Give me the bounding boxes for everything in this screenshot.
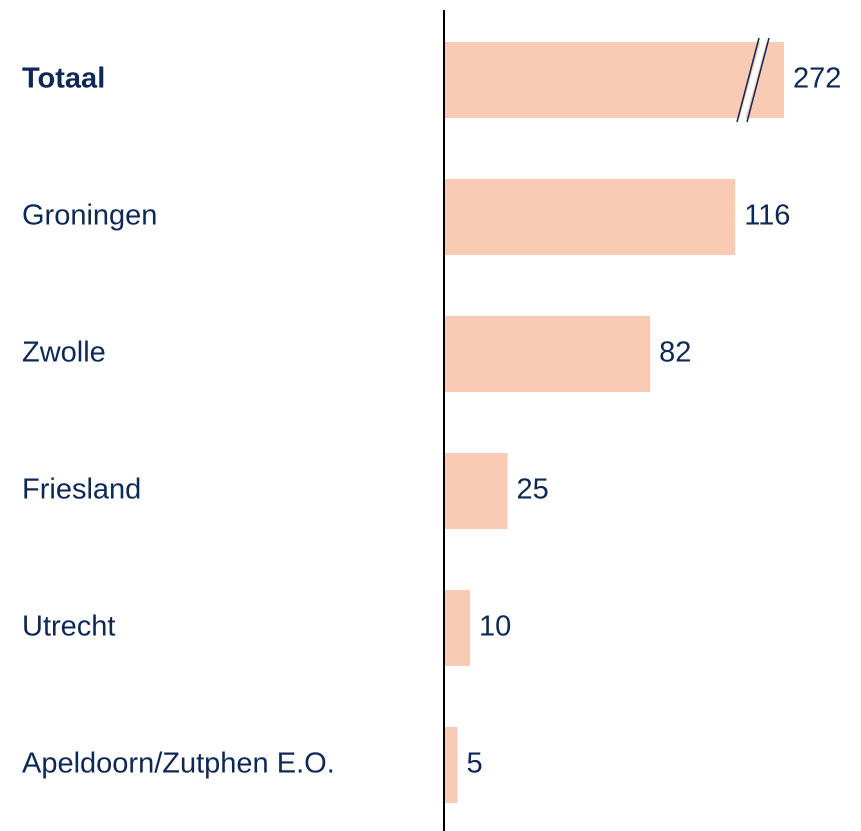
value-label: 82 — [659, 337, 691, 369]
bar — [445, 453, 508, 529]
break-mark — [736, 37, 760, 123]
value-label: 10 — [479, 611, 511, 643]
bar — [445, 179, 736, 255]
category-label: Groningen — [22, 200, 157, 232]
bar — [445, 590, 471, 666]
category-label: Totaal — [22, 63, 105, 95]
value-label: 272 — [793, 63, 841, 95]
bar — [445, 42, 784, 118]
break-gap — [739, 40, 767, 120]
bar — [445, 316, 651, 392]
bar — [445, 727, 458, 803]
value-label: 116 — [744, 200, 790, 232]
value-label: 25 — [517, 474, 549, 506]
break-mark — [746, 37, 770, 123]
category-label: Utrecht — [22, 611, 115, 643]
value-label: 5 — [467, 748, 483, 780]
category-label: Zwolle — [22, 337, 106, 369]
category-label: Apeldoorn/Zutphen E.O. — [22, 748, 335, 780]
category-label: Friesland — [22, 474, 141, 506]
